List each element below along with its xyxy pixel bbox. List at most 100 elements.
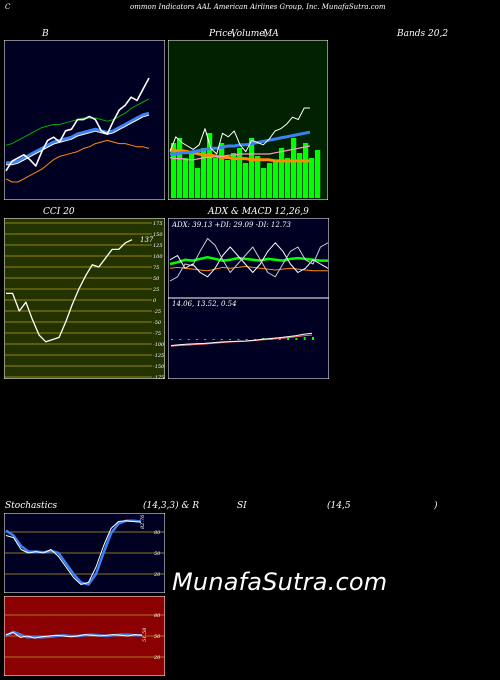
rsi-panel: 80 50 20 51.58 <box>4 596 165 676</box>
ma-title: MA <box>263 29 279 39</box>
adx-macd-title: ADX & MACD 12,26,9 <box>208 207 309 217</box>
rsi-params: (14,5 <box>327 501 351 511</box>
stochastics-panel: 80 50 20 82.76 <box>4 513 165 593</box>
volume-bar <box>225 160 231 198</box>
macd-hist-bar <box>171 339 173 340</box>
bb-lower-band <box>5 139 150 183</box>
stoch-d-line <box>5 519 142 586</box>
volume-bar <box>183 158 189 198</box>
cci-tick-label: 75 <box>153 265 159 271</box>
bollinger-title: B <box>42 29 49 39</box>
rsi-signal-line <box>5 632 143 639</box>
cci-tick-label: 50 <box>153 276 160 282</box>
stoch-tick-label: 50 <box>154 551 161 557</box>
volume-bar <box>189 153 195 198</box>
rsi-title: SI <box>237 501 247 511</box>
volume-title: Volume, <box>231 29 268 39</box>
cci-tick-label: -175 <box>153 375 164 379</box>
macd-hist-bar <box>295 338 298 340</box>
rsi-tick-label: 80 <box>154 613 161 619</box>
volume-bar <box>219 143 225 198</box>
cci-title: CCI 20 <box>43 207 75 217</box>
stoch-tick-label: 80 <box>154 530 161 536</box>
macd-hist-bar <box>187 339 190 340</box>
cci-tick-label: 175 <box>153 221 163 227</box>
cci-tick-label: 0 <box>153 298 157 304</box>
adx-di-line-b <box>169 238 329 282</box>
cci-tick-label: -25 <box>153 309 161 315</box>
cci-tick-label: 100 <box>153 254 163 260</box>
volume-bar <box>213 158 219 198</box>
stoch-tick-label: 20 <box>153 572 161 578</box>
cci-tick-label: -100 <box>153 342 165 348</box>
volume-bar <box>303 143 309 198</box>
price-volume-panel <box>168 40 328 200</box>
macd-hist-bar <box>312 337 314 340</box>
stoch-params: (14,3,3) & R <box>143 501 200 511</box>
volume-bar <box>249 138 255 198</box>
bb-price-line <box>5 77 150 172</box>
bollinger-panel <box>4 40 165 200</box>
cci-tick-label: -75 <box>153 331 161 337</box>
macd-hist-bar <box>179 339 182 340</box>
price-title: Price, <box>209 29 236 39</box>
volume-bar <box>255 156 261 198</box>
rsi-close: ) <box>434 501 438 511</box>
macd-hist-bar <box>278 338 281 340</box>
macd-hist-bar <box>195 339 198 340</box>
stoch-value-label: 82.76 <box>140 514 146 529</box>
volume-bar <box>207 133 213 198</box>
rsi-tick-label: 20 <box>153 655 161 661</box>
stoch-title: Stochastics <box>5 501 58 511</box>
volume-bar <box>315 150 321 198</box>
cci-tick-label: -125 <box>153 353 164 359</box>
cci-tick-label: 125 <box>153 243 163 249</box>
volume-bar <box>267 163 273 198</box>
macd-readout: 14.06, 13.52, 0.54 <box>172 300 237 308</box>
volume-bar <box>231 153 237 198</box>
bb-middle-band <box>6 111 150 165</box>
bands-title: Bands 20,2 <box>397 29 449 39</box>
macd-hist-bar <box>220 339 223 340</box>
rsi-tick-label: 50 <box>154 634 161 640</box>
stoch-k-line <box>5 520 142 585</box>
cci-line <box>6 239 133 343</box>
volume-bar <box>279 148 285 198</box>
adx-panel <box>168 218 329 298</box>
volume-bar <box>177 138 183 198</box>
volume-bar <box>285 158 291 198</box>
page-title: ommon Indicators AAL American Airlines G… <box>130 3 386 11</box>
adx-di-minus-line <box>169 266 328 272</box>
volume-bar <box>297 153 303 198</box>
macd-hist-bar <box>287 338 290 340</box>
macd-hist-bar <box>204 339 207 340</box>
macd-hist-bar <box>229 339 232 340</box>
title-c: C <box>5 3 11 11</box>
bb-middle-highlight <box>6 114 150 166</box>
cci-panel: 175 150 125 100 75 50 25 0 -25 -50 -75 -100 -125 -150… <box>4 218 165 379</box>
macd-panel <box>168 298 329 379</box>
volume-bar <box>273 160 279 198</box>
volume-bar <box>201 148 207 198</box>
brand-watermark: MunafaSutra.com <box>172 568 388 596</box>
adx-di-line-a <box>169 242 329 278</box>
adx-readout: ADX: 39.13 +DI: 29.09 -DI: 12.73 <box>172 221 291 229</box>
volume-bar <box>237 148 243 198</box>
cci-tick-label: 150 <box>153 232 163 238</box>
volume-bar <box>243 163 249 198</box>
macd-hist-bar <box>212 339 215 340</box>
price-line <box>169 107 310 155</box>
macd-hist-bar <box>245 339 248 340</box>
volume-bar <box>195 168 201 198</box>
volume-bar <box>309 158 315 198</box>
cci-value-label: 137 <box>140 236 154 244</box>
cci-tick-label: -150 <box>153 364 165 370</box>
cci-tick-label: 25 <box>152 287 159 293</box>
volume-bar <box>171 143 177 198</box>
rsi-value-label: 51.58 <box>142 628 148 642</box>
cci-tick-label: -50 <box>153 320 162 326</box>
macd-line <box>170 332 313 346</box>
macd-hist-bar <box>253 339 256 340</box>
ma-mid-line <box>169 145 311 161</box>
adx-line <box>169 255 328 266</box>
